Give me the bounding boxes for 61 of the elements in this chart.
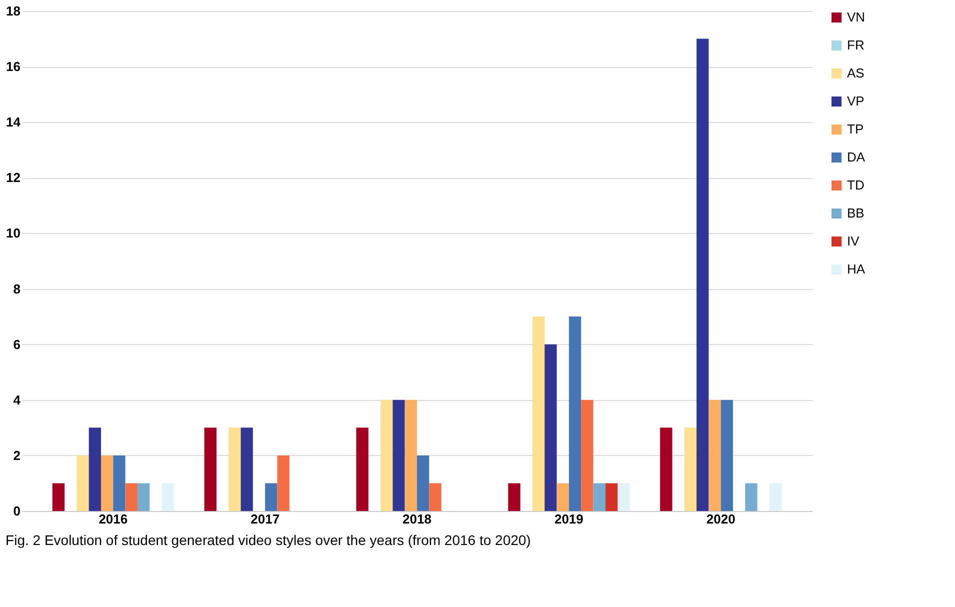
legend-label: HA	[847, 262, 866, 276]
y-tick-label: 0	[13, 504, 20, 518]
bar	[556, 483, 569, 511]
x-tick-label: 2016	[98, 512, 128, 526]
bar	[137, 483, 150, 511]
bar	[660, 428, 672, 511]
bar	[404, 400, 417, 511]
bar	[265, 483, 278, 511]
x-tick-label: 2019	[554, 512, 584, 526]
legend-label: FR	[847, 38, 864, 52]
legend-label: AS	[847, 66, 865, 80]
bar	[720, 400, 733, 511]
bar	[581, 400, 594, 511]
bar	[240, 428, 253, 511]
legend-label: BB	[847, 206, 864, 220]
y-tick-label: 4	[13, 392, 22, 408]
y-tick-label: 12	[6, 170, 20, 186]
bar	[708, 400, 721, 511]
y-tick-label: 8	[13, 281, 20, 296]
legend-label: IV	[847, 234, 860, 248]
bar	[544, 344, 557, 511]
bar	[52, 483, 65, 511]
y-tick-label: 2	[13, 448, 20, 463]
bar	[125, 483, 138, 511]
y-tick-label: 18	[6, 4, 20, 18]
bar	[356, 428, 368, 511]
bar	[380, 400, 393, 511]
legend-label: TP	[847, 122, 864, 136]
bar	[76, 455, 89, 511]
bar	[769, 483, 782, 511]
bar	[605, 483, 618, 511]
bar	[429, 483, 442, 511]
caption: Fig. 2 Evolution of student generated video styles over the years (from 2016 to 2020)	[6, 532, 531, 548]
bar	[392, 400, 405, 511]
bar	[745, 483, 758, 511]
bar	[568, 316, 582, 511]
bar	[684, 428, 697, 511]
bar	[113, 455, 126, 511]
bar	[696, 38, 709, 511]
legend-label: TD	[847, 178, 864, 192]
legend-label: VN	[847, 10, 866, 24]
bar	[162, 483, 174, 511]
y-tick-label: 16	[6, 59, 20, 74]
bar	[277, 455, 290, 511]
bar	[508, 483, 520, 511]
y-tick-label: 14	[6, 114, 22, 130]
bar	[593, 483, 606, 511]
bar	[532, 316, 545, 511]
bar	[204, 428, 216, 511]
x-tick-label: 2017	[250, 512, 280, 526]
bar	[88, 428, 101, 511]
y-tick-label: 6	[13, 336, 20, 352]
legend-label: DA	[847, 150, 866, 164]
bar	[417, 455, 430, 511]
y-tick-label: 10	[6, 226, 20, 241]
x-tick-label: 2020	[706, 512, 736, 526]
x-tick-label: 2018	[402, 512, 432, 526]
bar	[228, 428, 241, 511]
bar	[101, 455, 114, 511]
legend-label: VP	[847, 94, 864, 108]
bar	[618, 483, 630, 511]
